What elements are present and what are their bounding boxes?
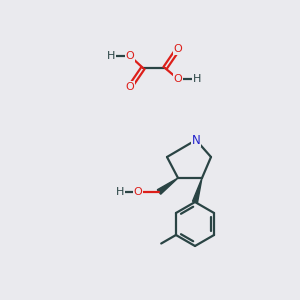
Text: N: N xyxy=(192,134,200,146)
Text: H: H xyxy=(193,74,201,84)
Text: O: O xyxy=(174,44,182,54)
Text: O: O xyxy=(134,187,142,197)
Polygon shape xyxy=(157,178,178,194)
Text: O: O xyxy=(174,74,182,84)
Text: O: O xyxy=(126,82,134,92)
Polygon shape xyxy=(193,178,202,203)
Text: H: H xyxy=(116,187,124,197)
Text: O: O xyxy=(126,51,134,61)
Text: H: H xyxy=(107,51,115,61)
